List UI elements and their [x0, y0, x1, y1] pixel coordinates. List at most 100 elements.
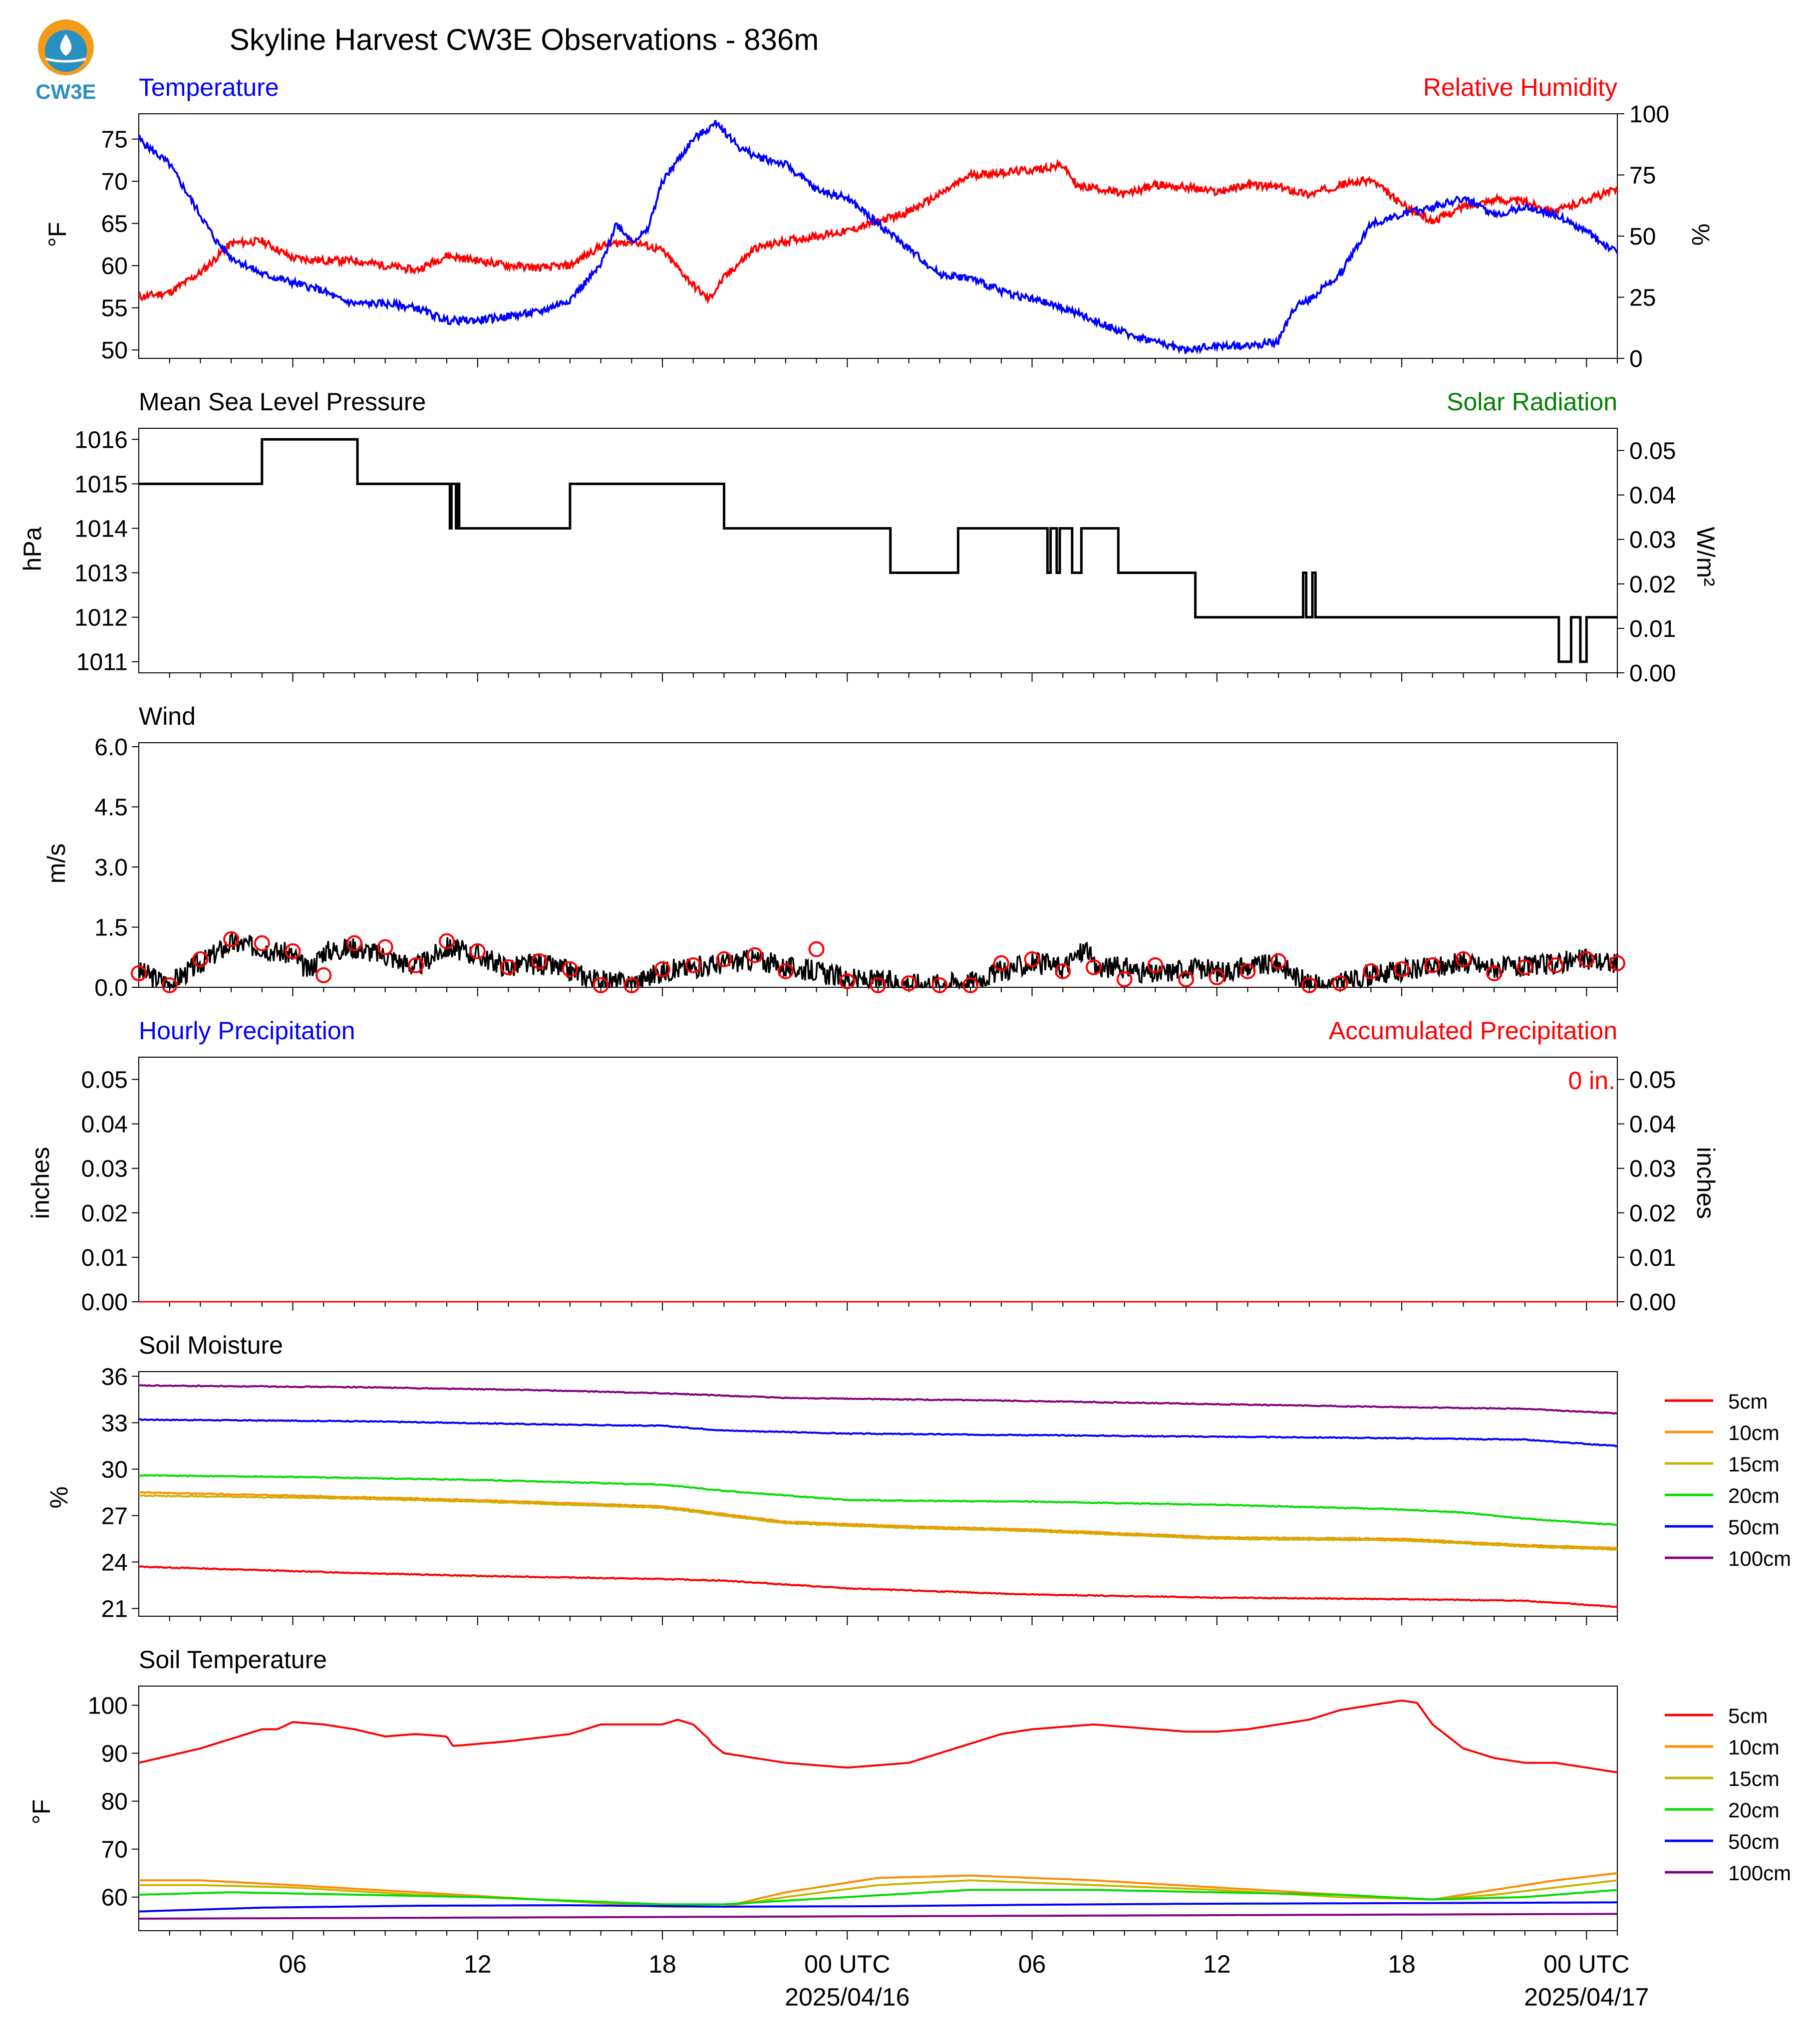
- wind-marker: [161, 977, 178, 993]
- wind-marker: [1024, 951, 1040, 967]
- ytick: 0.01: [1629, 616, 1676, 642]
- ytick: 90: [101, 1741, 128, 1767]
- plot-frame: [138, 428, 1618, 673]
- panel-frame-4: [138, 1371, 1618, 1625]
- ytick: 0.02: [81, 1200, 128, 1227]
- wind-marker: [1363, 963, 1379, 979]
- wind-marker: [623, 977, 640, 993]
- legend-label: 5cm: [1728, 1390, 1768, 1413]
- ylabel-precip-right: inches: [1692, 1147, 1720, 1219]
- logo-text: CW3E: [35, 80, 96, 103]
- cw3e-logo: CW3E: [35, 19, 96, 103]
- xtick-label: 06: [279, 1950, 307, 1978]
- ytick: 0.01: [1629, 1245, 1676, 1271]
- ytick: 75: [1629, 163, 1656, 189]
- legend-label: 20cm: [1728, 1798, 1780, 1822]
- ylabel-soil-moisture: %: [45, 1486, 73, 1508]
- wind-marker: [1209, 969, 1225, 985]
- ytick: 0.03: [1629, 1156, 1676, 1182]
- panel-soil-temperature: Soil Temperature °F 100 90 80 70 60 5cm …: [27, 1646, 1791, 1911]
- plot-frame: [138, 113, 1618, 359]
- soil-temperature-legend: 5cm 10cm 15cm 20cm 50cm 100cm: [1665, 1704, 1791, 1885]
- ytick: 60: [101, 253, 128, 280]
- ytick: 24: [101, 1549, 128, 1576]
- wind-marker: [1270, 953, 1287, 969]
- wind-marker: [716, 951, 732, 967]
- xtick-label: 18: [648, 1950, 676, 1978]
- wind-marker: [747, 947, 763, 963]
- wind-marker: [593, 977, 609, 993]
- soil-line-50cm: [139, 1418, 1618, 1448]
- label-hourly-precip: Hourly Precipitation: [139, 1017, 355, 1045]
- wind-marker: [1055, 963, 1071, 979]
- wind-marker: [1424, 957, 1441, 973]
- ytick: 0.03: [1629, 527, 1676, 554]
- ylabel-solar: W/m²: [1692, 527, 1720, 586]
- logo-drop-icon: [60, 34, 72, 56]
- ytick: 33: [101, 1410, 128, 1437]
- legend-label: 10cm: [1728, 1421, 1780, 1445]
- ytick: 0.0: [94, 975, 128, 1001]
- soil-line-50cm: [138, 1901, 1617, 1913]
- wind-marker: [654, 961, 671, 977]
- ytick: 0.05: [81, 1067, 128, 1094]
- ytick: 1016: [74, 427, 128, 453]
- panel-frame-5: [138, 1686, 1618, 1940]
- wind-marker: [1116, 971, 1133, 987]
- soil-line-15cm: [138, 1494, 1618, 1551]
- ytick: 100: [1629, 101, 1669, 128]
- wind-marker: [808, 941, 825, 957]
- ytick: 80: [101, 1789, 128, 1815]
- xtick-label: 00 UTC: [804, 1950, 890, 1978]
- ytick: 0.02: [1629, 572, 1676, 598]
- xtick-label: 18: [1388, 1950, 1416, 1978]
- wind-marker: [870, 977, 886, 993]
- pressure-line: [139, 438, 1617, 663]
- ytick: 100: [88, 1693, 128, 1719]
- panel-temperature-humidity: Temperature Relative Humidity °F % 75 70…: [43, 73, 1715, 372]
- wind-marker: [469, 943, 486, 959]
- ytick: 0.04: [81, 1112, 128, 1138]
- ylabel-precip-left: inches: [26, 1147, 54, 1219]
- ytick: 70: [101, 169, 128, 195]
- legend-label: 50cm: [1728, 1515, 1780, 1539]
- ytick: 1012: [74, 605, 128, 631]
- ytick: 4.5: [94, 795, 128, 821]
- legend-label: 100cm: [1728, 1861, 1791, 1885]
- wind-marker: [1147, 957, 1164, 973]
- wind-marker: [562, 961, 578, 977]
- ytick: 0.00: [1629, 1289, 1676, 1316]
- wind-marker: [993, 955, 1009, 971]
- ytick: 1015: [74, 471, 128, 498]
- ytick: 1011: [76, 649, 128, 676]
- soil-line-5cm: [138, 1699, 1618, 1773]
- panel-pressure: Mean Sea Level Pressure Solar Radiation …: [18, 388, 1720, 687]
- wind-markers: [131, 931, 1625, 993]
- ytick: 0.05: [1629, 1067, 1676, 1094]
- ytick: 0.01: [81, 1245, 128, 1271]
- label-soil-temperature: Soil Temperature: [139, 1646, 327, 1674]
- wind-marker: [1239, 963, 1256, 979]
- wind-line: [138, 931, 1618, 991]
- wind-marker: [901, 975, 917, 991]
- soil-line-20cm: [138, 1473, 1618, 1526]
- humidity-yticks: 100 75 50 25 0: [1617, 101, 1669, 372]
- ytick: 25: [1629, 285, 1656, 311]
- wind-marker: [285, 943, 301, 959]
- label-temperature: Temperature: [139, 73, 279, 101]
- wind-marker: [254, 935, 270, 951]
- wind-marker: [377, 939, 393, 955]
- solar-yticks: 0.05 0.04 0.03 0.02 0.01 0.00: [1617, 438, 1676, 687]
- wind-marker: [408, 957, 424, 973]
- label-pressure: Mean Sea Level Pressure: [139, 388, 426, 416]
- ytick: 0.00: [81, 1289, 128, 1316]
- label-solar-radiation: Solar Radiation: [1447, 388, 1617, 416]
- wind-marker: [192, 951, 209, 967]
- ytick: 0: [1629, 346, 1643, 372]
- ytick: 70: [101, 1837, 128, 1863]
- ylabel-humidity: %: [1687, 224, 1715, 246]
- panel-wind: Wind m/s 6.0 4.5 3.0 1.5 0.0: [42, 702, 196, 1001]
- panel-precipitation: Hourly Precipitation Accumulated Precipi…: [26, 1017, 1720, 1316]
- ytick: 55: [101, 295, 128, 322]
